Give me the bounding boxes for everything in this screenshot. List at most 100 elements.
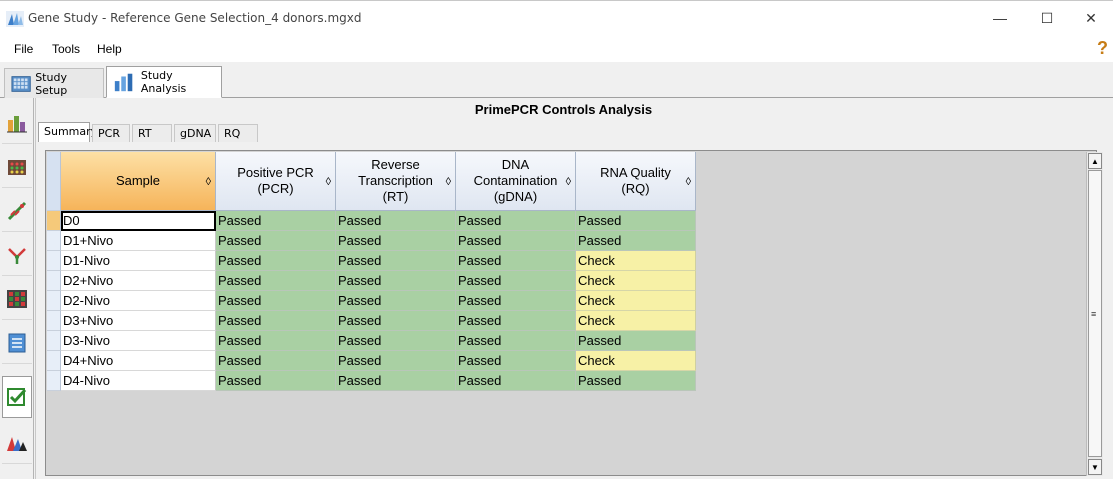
peaks-icon[interactable] <box>2 422 32 464</box>
column-header-label: Contamination <box>473 173 558 188</box>
row-header[interactable] <box>47 251 61 271</box>
help-icon[interactable]: ? <box>1097 38 1108 58</box>
row-header[interactable] <box>47 211 61 231</box>
cell-gdna[interactable]: Passed <box>456 291 576 311</box>
column-header-gdna[interactable]: DNA Contamination (gDNA) ◊ <box>456 152 576 211</box>
cell-gdna[interactable]: Passed <box>456 311 576 331</box>
menu-file[interactable]: File <box>14 42 34 56</box>
column-header-pcr[interactable]: Positive PCR (PCR) ◊ <box>216 152 336 211</box>
sort-icon[interactable]: ◊ <box>325 176 331 188</box>
column-header-label: DNA <box>501 157 530 172</box>
cell-sample[interactable]: D4-Nivo <box>61 371 216 391</box>
tab-study-setup[interactable]: Study Setup <box>4 68 104 98</box>
row-header-corner[interactable] <box>47 152 61 211</box>
sort-icon[interactable]: ◊ <box>685 176 691 188</box>
cell-rq[interactable]: Check <box>576 271 696 291</box>
sort-icon[interactable]: ◊ <box>565 176 571 188</box>
sort-icon[interactable]: ◊ <box>205 176 211 188</box>
scroll-up-icon[interactable]: ▲ <box>1088 153 1102 169</box>
tab-rt[interactable]: RT <box>132 124 172 142</box>
cell-sample[interactable]: D0 <box>61 211 216 231</box>
cell-rt[interactable]: Passed <box>336 371 456 391</box>
grip-icon: ≡ <box>1091 309 1097 319</box>
cell-rq[interactable]: Check <box>576 251 696 271</box>
cell-sample[interactable]: D2+Nivo <box>61 271 216 291</box>
maximize-button[interactable]: ☐ <box>1040 9 1054 26</box>
cell-rq[interactable]: Passed <box>576 211 696 231</box>
row-header[interactable] <box>47 231 61 251</box>
tab-summary[interactable]: Summary <box>38 122 97 142</box>
cell-rq[interactable]: Check <box>576 351 696 371</box>
row-header[interactable] <box>47 351 61 371</box>
dna-icon[interactable] <box>2 190 32 232</box>
panel-title: PrimePCR Controls Analysis <box>474 102 653 117</box>
cell-rt[interactable]: Passed <box>336 331 456 351</box>
report-icon[interactable] <box>2 322 32 364</box>
tab-pcr[interactable]: PCR <box>92 124 130 142</box>
menu-tools[interactable]: Tools <box>52 42 81 56</box>
menu-help[interactable]: Help <box>97 42 122 56</box>
cell-pcr[interactable]: Passed <box>216 291 336 311</box>
cell-rq[interactable]: Passed <box>576 331 696 351</box>
cell-gdna[interactable]: Passed <box>456 251 576 271</box>
cell-sample[interactable]: D1+Nivo <box>61 231 216 251</box>
cell-pcr[interactable]: Passed <box>216 211 336 231</box>
cell-sample[interactable]: D1-Nivo <box>61 251 216 271</box>
cell-rq[interactable]: Passed <box>576 231 696 251</box>
cell-rq[interactable]: Check <box>576 311 696 331</box>
cell-pcr[interactable]: Passed <box>216 331 336 351</box>
column-header-label: Positive PCR <box>237 165 314 180</box>
column-header-label: (gDNA) <box>493 189 538 204</box>
column-header-label: (RQ) <box>621 181 650 196</box>
cell-pcr[interactable]: Passed <box>216 371 336 391</box>
row-header[interactable] <box>47 371 61 391</box>
cell-rt[interactable]: Passed <box>336 231 456 251</box>
scroll-down-icon[interactable]: ▼ <box>1088 459 1102 475</box>
cell-rt[interactable]: Passed <box>336 211 456 231</box>
cell-gdna[interactable]: Passed <box>456 371 576 391</box>
minimize-button[interactable]: — <box>993 10 1007 26</box>
vertical-scrollbar[interactable]: ▲ ≡ ▼ <box>1086 152 1103 476</box>
sort-icon[interactable]: ◊ <box>445 176 451 188</box>
cell-gdna[interactable]: Passed <box>456 211 576 231</box>
cell-rq[interactable]: Check <box>576 291 696 311</box>
close-button[interactable]: ✕ <box>1085 9 1097 26</box>
cell-rt[interactable]: Passed <box>336 251 456 271</box>
venn-icon[interactable] <box>2 234 32 276</box>
column-header-label: Transcription <box>358 173 433 188</box>
tab-gdna[interactable]: gDNA <box>174 124 216 142</box>
cell-rq[interactable]: Passed <box>576 371 696 391</box>
cell-gdna[interactable]: Passed <box>456 271 576 291</box>
cell-pcr[interactable]: Passed <box>216 311 336 331</box>
tab-rq[interactable]: RQ <box>218 124 258 142</box>
row-header[interactable] <box>47 311 61 331</box>
plate-icon[interactable] <box>2 146 32 188</box>
cell-rt[interactable]: Passed <box>336 291 456 311</box>
controls-grid: Sample ◊ Positive PCR (PCR) ◊ Reverse Tran… <box>45 150 1103 476</box>
cell-rt[interactable]: Passed <box>336 351 456 371</box>
cell-sample[interactable]: D3-Nivo <box>61 331 216 351</box>
row-header[interactable] <box>47 271 61 291</box>
cell-pcr[interactable]: Passed <box>216 271 336 291</box>
tab-study-analysis[interactable]: Study Analysis <box>106 66 222 98</box>
cell-sample[interactable]: D3+Nivo <box>61 311 216 331</box>
cell-sample[interactable]: D2-Nivo <box>61 291 216 311</box>
cell-pcr[interactable]: Passed <box>216 231 336 251</box>
cell-pcr[interactable]: Passed <box>216 351 336 371</box>
row-header[interactable] <box>47 331 61 351</box>
bar-chart-icon[interactable] <box>2 102 32 144</box>
scroll-thumb[interactable]: ≡ <box>1088 170 1102 457</box>
cell-rt[interactable]: Passed <box>336 311 456 331</box>
heatmap-icon[interactable] <box>2 278 32 320</box>
column-header-rt[interactable]: Reverse Transcription (RT) ◊ <box>336 152 456 211</box>
column-header-sample[interactable]: Sample ◊ <box>61 152 216 211</box>
cell-gdna[interactable]: Passed <box>456 331 576 351</box>
cell-gdna[interactable]: Passed <box>456 231 576 251</box>
cell-sample[interactable]: D4+Nivo <box>61 351 216 371</box>
cell-pcr[interactable]: Passed <box>216 251 336 271</box>
row-header[interactable] <box>47 291 61 311</box>
cell-rt[interactable]: Passed <box>336 271 456 291</box>
checkbox-icon[interactable] <box>2 376 32 418</box>
cell-gdna[interactable]: Passed <box>456 351 576 371</box>
column-header-rq[interactable]: RNA Quality (RQ) ◊ <box>576 152 696 211</box>
